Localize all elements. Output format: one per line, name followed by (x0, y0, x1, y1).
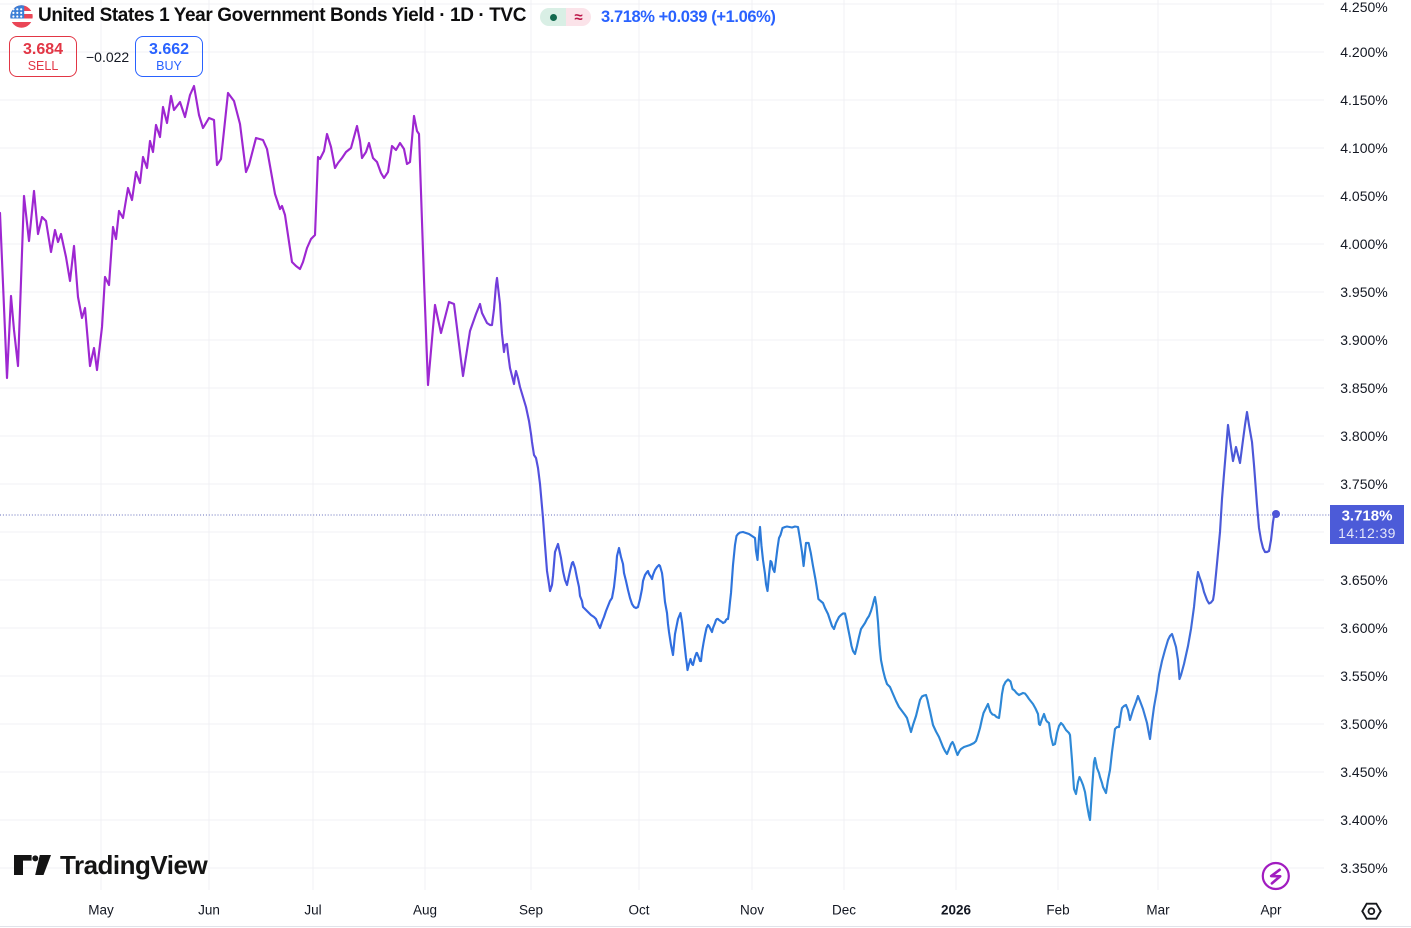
svg-text:Dec: Dec (832, 903, 856, 918)
svg-text:3.850%: 3.850% (1340, 380, 1387, 396)
svg-text:3.650%: 3.650% (1340, 572, 1387, 588)
svg-text:Mar: Mar (1146, 903, 1170, 918)
svg-text:3.350%: 3.350% (1340, 860, 1387, 876)
svg-text:4.150%: 4.150% (1340, 92, 1387, 108)
svg-text:Oct: Oct (628, 903, 649, 918)
svg-text:3.550%: 3.550% (1340, 668, 1387, 684)
svg-text:2026: 2026 (941, 903, 972, 918)
svg-text:4.200%: 4.200% (1340, 44, 1387, 60)
svg-text:3.900%: 3.900% (1340, 332, 1387, 348)
svg-text:3.800%: 3.800% (1340, 428, 1387, 444)
svg-text:3.718%: 3.718% (1342, 508, 1393, 525)
svg-text:3.450%: 3.450% (1340, 764, 1387, 780)
svg-text:Jul: Jul (304, 903, 321, 918)
svg-text:3.950%: 3.950% (1340, 284, 1387, 300)
svg-text:4.100%: 4.100% (1340, 140, 1387, 156)
svg-text:Apr: Apr (1260, 903, 1282, 918)
svg-text:4.050%: 4.050% (1340, 188, 1387, 204)
svg-text:4.000%: 4.000% (1340, 236, 1387, 252)
svg-text:3.400%: 3.400% (1340, 812, 1387, 828)
svg-text:Jun: Jun (198, 903, 220, 918)
svg-text:3.750%: 3.750% (1340, 476, 1387, 492)
svg-text:Sep: Sep (519, 903, 543, 918)
svg-text:May: May (88, 903, 114, 918)
svg-text:3.500%: 3.500% (1340, 716, 1387, 732)
svg-text:3.600%: 3.600% (1340, 620, 1387, 636)
svg-text:Feb: Feb (1046, 903, 1069, 918)
svg-text:Aug: Aug (413, 903, 437, 918)
svg-text:14:12:39: 14:12:39 (1338, 525, 1396, 541)
svg-text:4.250%: 4.250% (1340, 0, 1387, 15)
svg-text:Nov: Nov (740, 903, 764, 918)
